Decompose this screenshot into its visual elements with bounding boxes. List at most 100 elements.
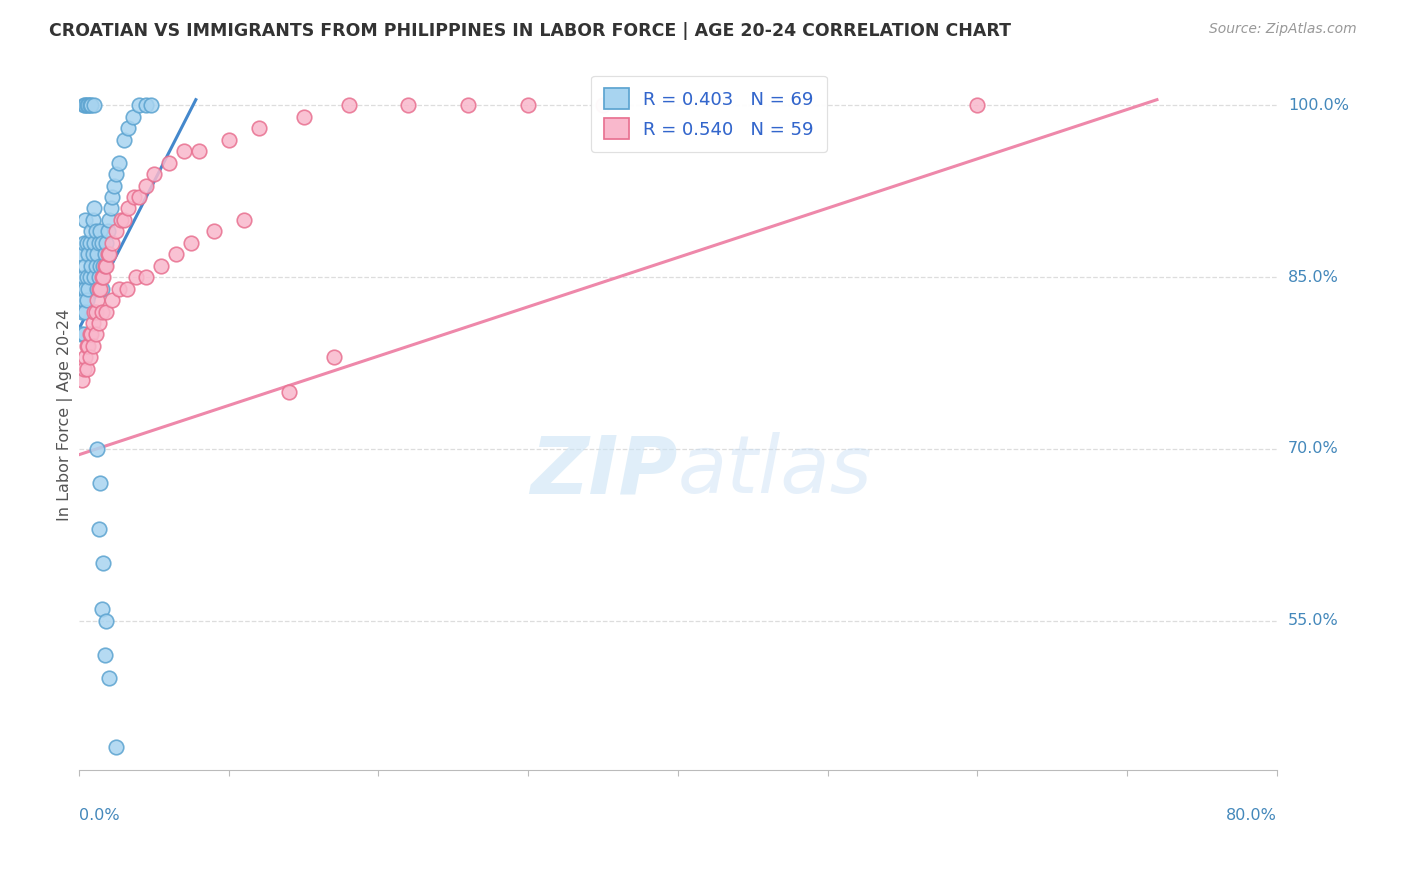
Point [80,259,103,273]
Point [76,98,98,112]
Point [277,384,299,399]
Point [82,316,104,330]
Point [98,213,121,227]
Point [108,282,131,296]
Point [202,224,225,238]
Point [80,327,103,342]
Point [112,213,135,227]
Point [87,235,110,250]
Point [76,361,98,376]
Point [90,235,112,250]
Point [87,316,110,330]
Point [105,739,128,754]
Point [93,247,115,261]
Text: Source: ZipAtlas.com: Source: ZipAtlas.com [1209,22,1357,37]
Point [73,259,96,273]
Point [128,190,150,204]
Point [77,339,100,353]
Point [105,224,128,238]
Point [135,270,157,285]
Point [112,133,135,147]
Point [72,327,94,342]
Point [337,98,360,112]
Point [84,224,107,238]
Point [86,247,108,261]
Point [128,98,150,112]
Point [87,282,110,296]
Text: 85.0%: 85.0% [1288,269,1339,285]
Point [72,361,94,376]
Point [150,259,173,273]
Point [90,282,112,296]
Point [83,304,105,318]
Point [86,282,108,296]
Point [517,98,540,112]
Point [100,202,122,216]
Point [76,270,98,285]
Point [89,224,111,238]
Point [139,98,162,112]
Point [142,167,165,181]
Point [84,259,107,273]
Point [72,293,94,307]
Point [84,327,107,342]
Point [79,98,101,112]
Point [84,304,107,318]
Point [73,282,96,296]
Point [73,213,96,227]
Point [87,522,110,536]
Point [77,247,100,261]
Point [93,648,115,662]
Point [79,351,101,365]
Point [90,270,112,285]
Point [72,98,94,112]
Point [101,235,124,250]
Point [135,98,157,112]
Point [70,373,93,387]
Point [94,259,117,273]
Point [94,235,117,250]
Point [292,110,315,124]
Point [135,178,157,193]
Point [77,282,100,296]
Point [93,259,115,273]
Point [247,121,270,136]
Point [70,282,93,296]
Point [94,614,117,628]
Point [124,190,146,204]
Text: 0.0%: 0.0% [79,808,120,823]
Point [91,557,114,571]
Point [165,247,187,261]
Y-axis label: In Labor Force | Age 20-24: In Labor Force | Age 20-24 [58,309,73,521]
Point [110,213,132,227]
Point [76,293,98,307]
Point [79,270,101,285]
Point [72,235,94,250]
Text: 100.0%: 100.0% [1288,98,1348,113]
Point [91,259,114,273]
Point [82,247,104,261]
Point [89,476,111,491]
Point [89,259,111,273]
Point [69,293,91,307]
Point [87,270,110,285]
Point [73,98,96,112]
Point [70,247,93,261]
Point [108,155,131,169]
Point [86,442,108,456]
Point [73,304,96,318]
Point [89,282,111,296]
Legend: R = 0.403   N = 69, R = 0.540   N = 59: R = 0.403 N = 69, R = 0.540 N = 59 [591,76,827,152]
Point [91,270,114,285]
Point [187,145,209,159]
Point [69,327,91,342]
Point [90,602,112,616]
Point [218,133,240,147]
Text: CROATIAN VS IMMIGRANTS FROM PHILIPPINES IN LABOR FORCE | AGE 20-24 CORRELATION C: CROATIAN VS IMMIGRANTS FROM PHILIPPINES … [49,22,1011,40]
Point [103,178,125,193]
Point [98,247,121,261]
Point [101,293,124,307]
Point [77,98,100,112]
Point [115,282,138,296]
Point [457,98,479,112]
